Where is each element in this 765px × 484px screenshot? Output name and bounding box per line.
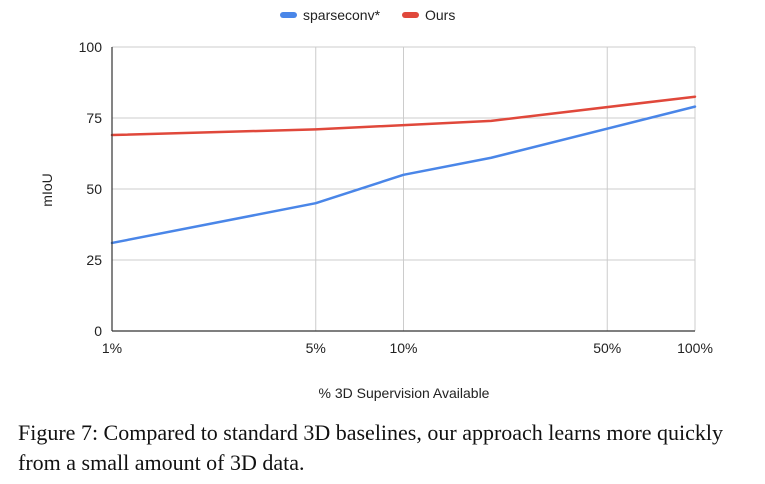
x-tick-label: 1% bbox=[102, 340, 122, 356]
series-line-sparseconv bbox=[110, 105, 697, 245]
y-tick-label: 0 bbox=[94, 323, 102, 339]
line-chart: 0 25 50 75 100 1% 5% 10% 50% 100% sparseconv* Ours… bbox=[39, 7, 713, 401]
y-axis-label: mIoU bbox=[39, 173, 55, 206]
x-axis-label: % 3D Supervision Available bbox=[319, 385, 490, 401]
legend-swatch bbox=[280, 12, 297, 18]
y-tick-label: 100 bbox=[79, 39, 103, 55]
x-tick-label: 100% bbox=[677, 340, 713, 356]
axes: 0 25 50 75 100 1% 5% 10% 50% 100% bbox=[79, 39, 713, 356]
x-tick-label: 50% bbox=[593, 340, 621, 356]
legend-label: sparseconv* bbox=[303, 7, 381, 23]
grid bbox=[112, 46, 696, 331]
y-tick-label: 25 bbox=[86, 252, 102, 268]
legend-swatch bbox=[402, 12, 419, 18]
y-tick-label: 50 bbox=[86, 181, 102, 197]
legend-label: Ours bbox=[425, 7, 455, 23]
legend: sparseconv* Ours bbox=[280, 7, 455, 23]
x-tick-label: 5% bbox=[306, 340, 326, 356]
x-tick-label: 10% bbox=[389, 340, 417, 356]
figure-caption: Figure 7: Compared to standard 3D baseli… bbox=[18, 420, 724, 475]
series-line-ours bbox=[110, 95, 697, 137]
y-tick-label: 75 bbox=[86, 110, 102, 126]
series-lines bbox=[110, 95, 697, 245]
